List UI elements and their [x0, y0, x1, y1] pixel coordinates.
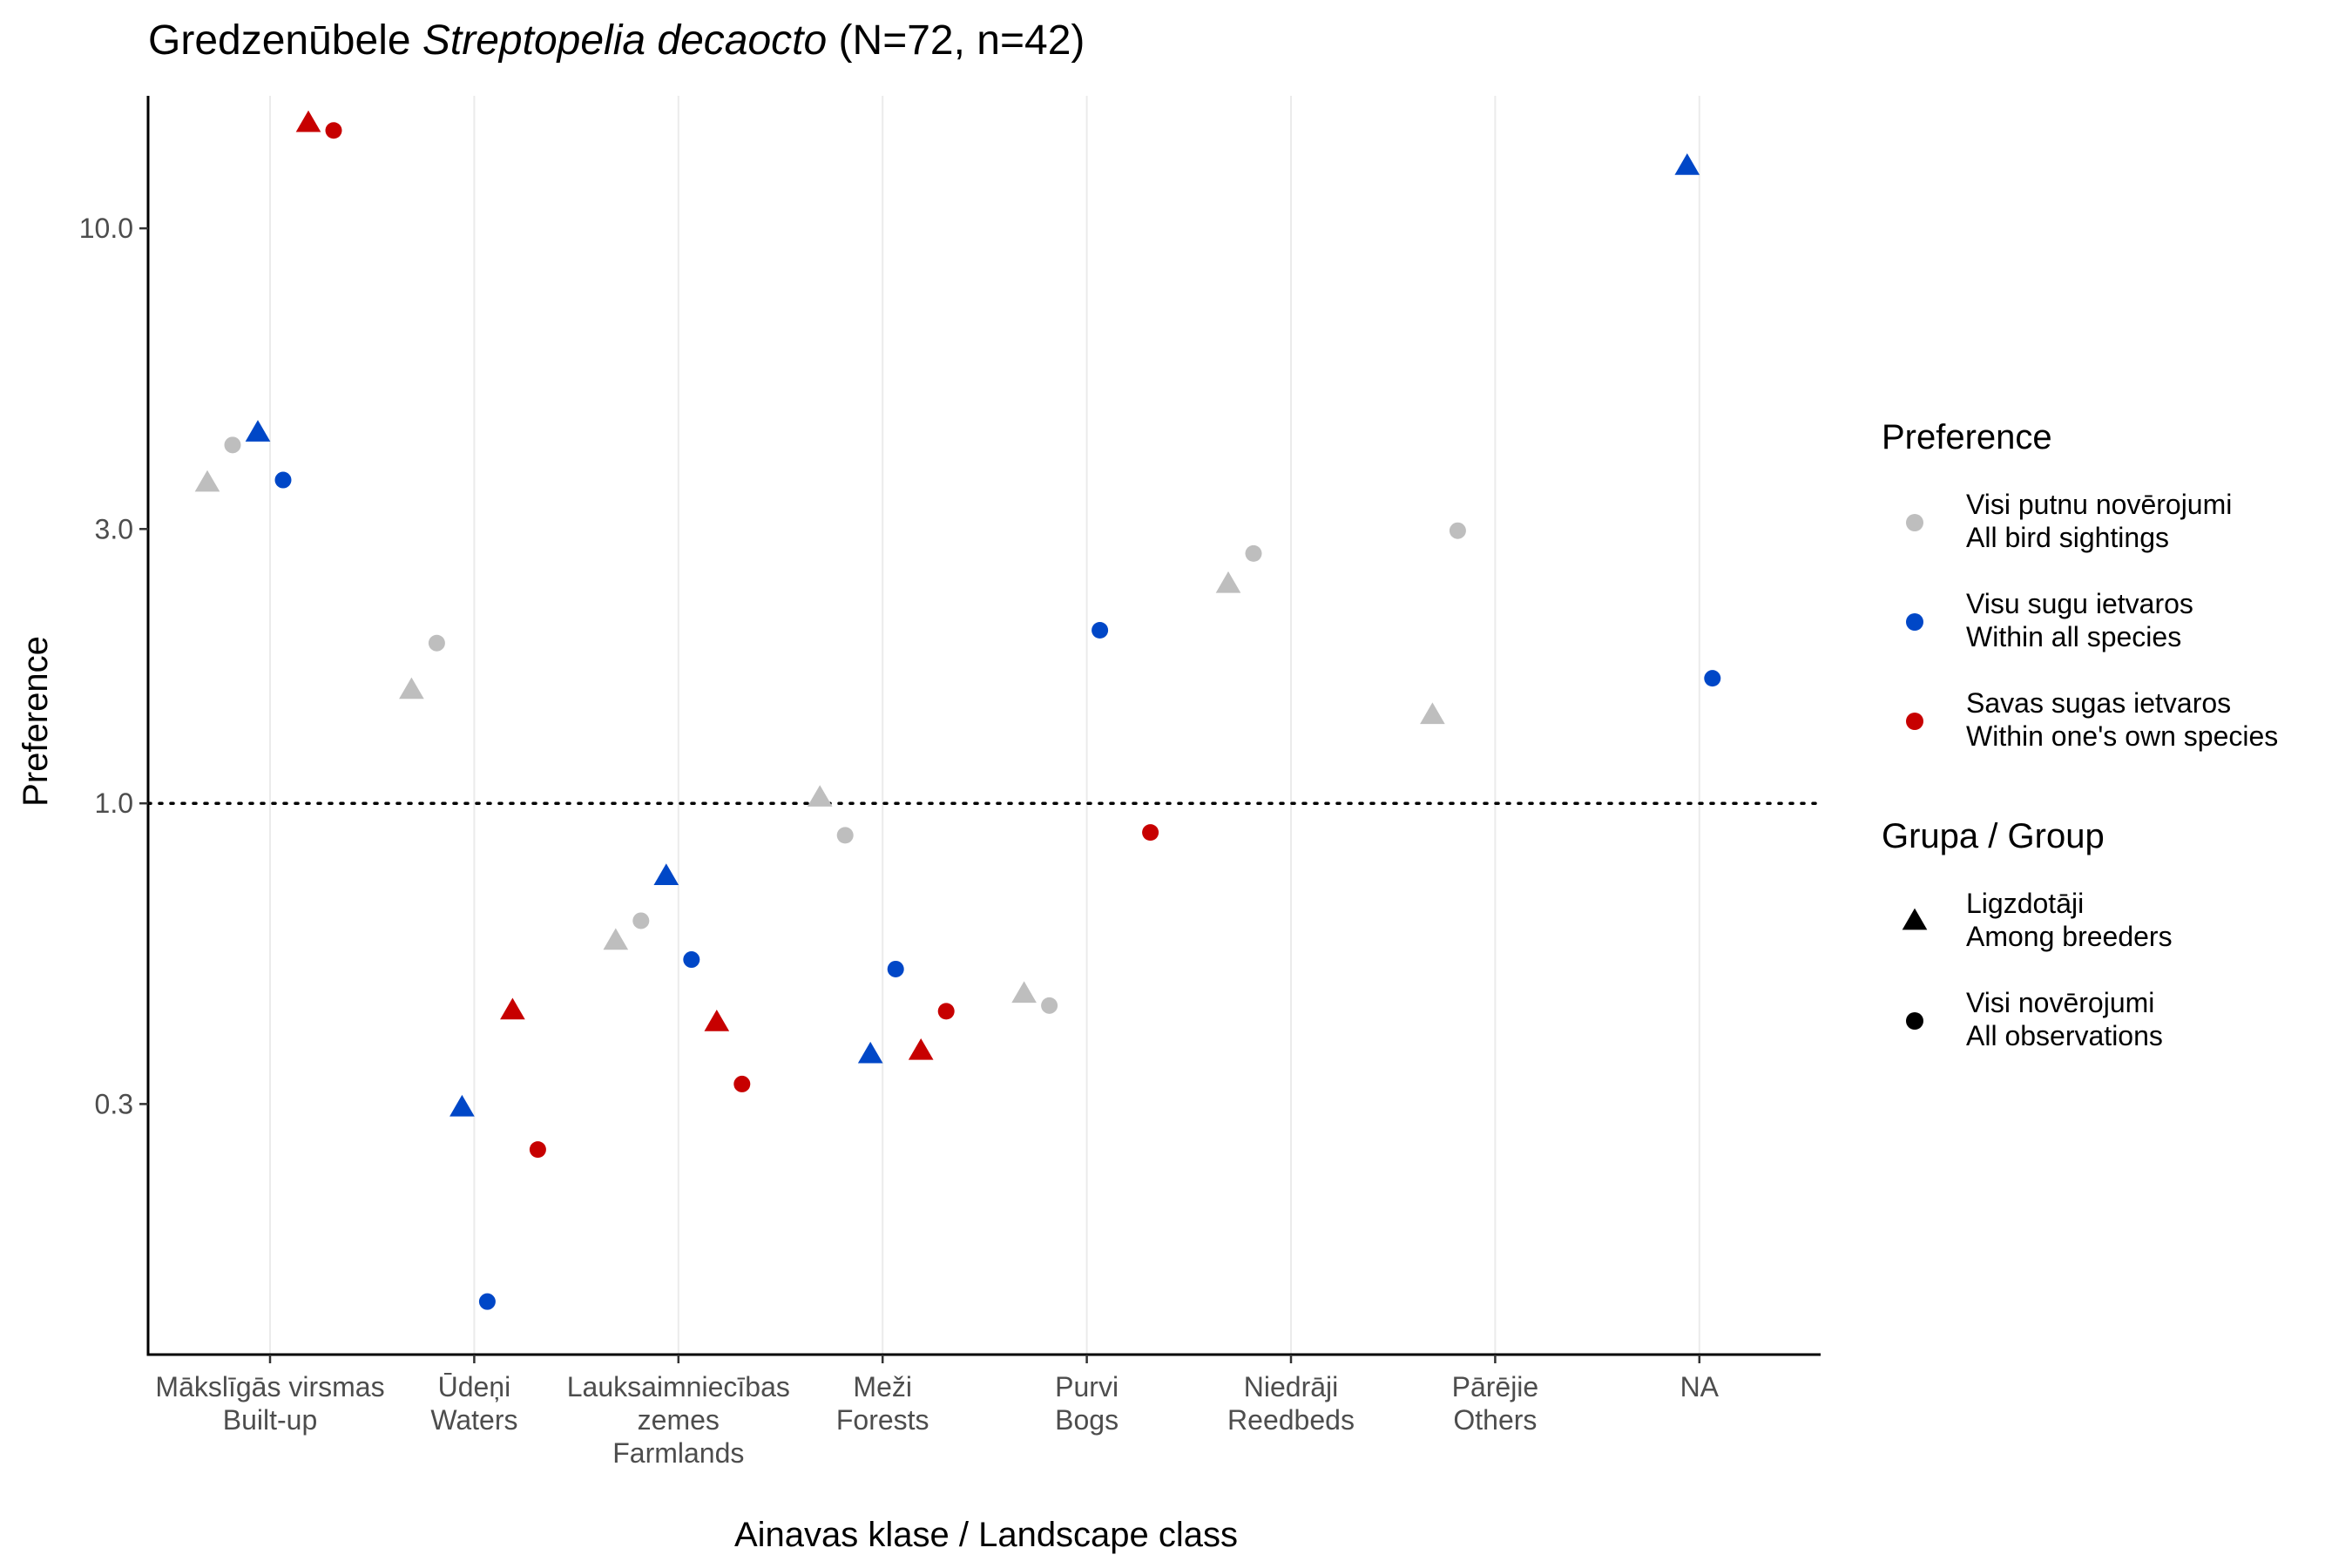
point-all-bird-sightings-breeders-3 [807, 785, 833, 807]
x-tick-label-line: Reedbeds [1227, 1404, 1355, 1436]
legend-label-breeders: Ligzdotāji Among breeders [1966, 888, 2173, 952]
point-within-own-species-all-2 [733, 1075, 751, 1092]
point-within-all-species-breeders-0 [245, 420, 271, 442]
x-tick-label-line: Farmlands [612, 1437, 744, 1469]
point-within-all-species-all-4 [1092, 622, 1109, 639]
x-tick-label-line: Ūdeņi [438, 1371, 511, 1402]
legend-label-line: Savas sugas ietvaros [1966, 687, 2231, 719]
point-all-bird-sightings-breeders-5 [1215, 571, 1241, 593]
x-tick-label-line: Pārējie [1452, 1371, 1539, 1402]
point-all-bird-sightings-all-3 [836, 827, 854, 844]
x-tick-label-2: Lauksaimniecības zemes Farmlands [567, 1371, 790, 1469]
x-tick-label-line: Purvi [1055, 1371, 1119, 1402]
point-all-bird-sightings-breeders-1 [399, 677, 424, 700]
x-tick-label-line: Waters [430, 1404, 517, 1436]
legend-label-line: Among breeders [1966, 921, 2173, 952]
x-tick-label-line: Forests [836, 1404, 929, 1436]
legend-label-line: Visu sugu ietvaros [1966, 588, 2193, 619]
legend-key-breeders [1902, 908, 1928, 930]
point-within-own-species-all-4 [1142, 824, 1159, 841]
point-within-all-species-all-1 [478, 1293, 496, 1310]
legend-label-line: Ligzdotāji [1966, 888, 2084, 919]
y-tick-label-0: 0.3 [95, 1088, 133, 1119]
x-tick-label-7: NA [1680, 1371, 1720, 1402]
legend: Preference Visi putnu novērojumi All bird … [1882, 418, 2278, 1051]
point-within-own-species-breeders-3 [908, 1037, 934, 1060]
x-tick-label-line: Lauksaimniecības [567, 1371, 790, 1402]
legend-label-line: All observations [1966, 1020, 2163, 1051]
y-tick-label-2: 3.0 [95, 513, 133, 544]
y-axis-title: Preference [17, 636, 55, 807]
point-within-all-species-breeders-1 [449, 1094, 475, 1117]
legend-label-all-bird-sightings: Visi putnu novērojumi All bird sightings [1966, 489, 2232, 553]
x-tick-label-3: Meži Forests [836, 1371, 929, 1436]
chart-title-prefix: Gredzenūbele [148, 17, 422, 64]
y-axis-ticks: 0.3 1.0 3.0 10.0 [79, 213, 148, 1119]
point-all-bird-sightings-breeders-6 [1420, 702, 1445, 725]
legend-label-line: Visi novērojumi [1966, 987, 2154, 1018]
x-axis-ticks: Mākslīgās virsmas Built-up Ūdeņi Waters Lauk… [155, 1355, 1720, 1469]
x-tick-label-line: Bogs [1055, 1404, 1119, 1436]
x-axis-title: Ainavas klase / Landscape class [734, 1516, 1238, 1554]
x-tick-label-4: Purvi Bogs [1055, 1371, 1119, 1436]
legend-key-all [1906, 1012, 1923, 1030]
point-all-bird-sightings-breeders-4 [1011, 981, 1037, 1004]
point-all-bird-sightings-all-2 [632, 912, 650, 929]
point-within-own-species-all-1 [529, 1141, 546, 1159]
point-all-bird-sightings-all-4 [1041, 997, 1058, 1014]
legend-title-group: Grupa / Group [1882, 817, 2105, 855]
legend-title-preference: Preference [1882, 418, 2052, 456]
x-tick-label-line: Meži [853, 1371, 912, 1402]
y-tick-label-1: 1.0 [95, 787, 133, 819]
point-within-all-species-all-3 [887, 960, 904, 977]
point-within-own-species-all-0 [325, 122, 342, 139]
point-all-bird-sightings-breeders-2 [603, 928, 629, 950]
x-tick-label-1: Ūdeņi Waters [430, 1371, 517, 1436]
x-tick-label-line: Mākslīgās virsmas [155, 1371, 384, 1402]
x-tick-label-0: Mākslīgās virsmas Built-up [155, 1371, 384, 1436]
x-tick-label-6: Pārējie Others [1452, 1371, 1539, 1436]
point-within-all-species-all-7 [1704, 670, 1721, 687]
point-all-bird-sightings-breeders-0 [194, 470, 220, 492]
point-within-all-species-breeders-2 [653, 863, 679, 885]
point-all-bird-sightings-all-5 [1245, 544, 1262, 562]
legend-key-within-all-species [1906, 613, 1923, 631]
x-tick-label-line: zemes [638, 1404, 720, 1436]
legend-label-line: Visi putnu novērojumi [1966, 489, 2232, 520]
point-within-own-species-breeders-0 [295, 110, 321, 132]
legend-key-all-bird-sightings [1906, 514, 1923, 531]
point-within-own-species-breeders-2 [704, 1010, 730, 1031]
point-within-all-species-all-0 [274, 471, 292, 489]
point-within-all-species-all-2 [683, 951, 700, 969]
data-points [194, 110, 1721, 1310]
chart-title-suffix: (N=72, n=42) [827, 17, 1085, 64]
point-all-bird-sightings-all-1 [428, 634, 445, 652]
point-within-own-species-all-3 [937, 1003, 955, 1020]
chart-title-species: Streptopelia decaocto [422, 17, 827, 64]
point-all-bird-sightings-all-6 [1449, 522, 1466, 539]
legend-label-within-all-species: Visu sugu ietvaros Within all species [1966, 588, 2193, 652]
point-all-bird-sightings-all-0 [224, 436, 241, 454]
legend-label-line: All bird sightings [1966, 522, 2169, 553]
legend-key-within-own-species [1906, 713, 1923, 730]
gridlines [269, 96, 1700, 1355]
x-tick-label-5: Niedrāji Reedbeds [1227, 1371, 1355, 1436]
point-within-all-species-breeders-7 [1674, 153, 1700, 175]
axes [146, 96, 1821, 1356]
y-tick-label-3: 10.0 [79, 213, 133, 244]
point-within-all-species-breeders-3 [857, 1041, 883, 1064]
legend-label-line: Within all species [1966, 621, 2181, 652]
point-within-own-species-breeders-1 [500, 997, 525, 1020]
legend-label-line: Within one's own species [1966, 720, 2278, 752]
x-tick-label-line: Niedrāji [1244, 1371, 1338, 1402]
x-tick-label-line: Built-up [223, 1404, 318, 1436]
x-tick-label-line: NA [1680, 1371, 1720, 1402]
x-tick-label-line: Others [1453, 1404, 1537, 1436]
legend-label-within-own-species: Savas sugas ietvaros Within one's own spe… [1966, 687, 2278, 752]
chart-title: Gredzenūbele Streptopelia decaocto (N=72… [148, 17, 1085, 64]
legend-label-all: Visi novērojumi All observations [1966, 987, 2163, 1051]
